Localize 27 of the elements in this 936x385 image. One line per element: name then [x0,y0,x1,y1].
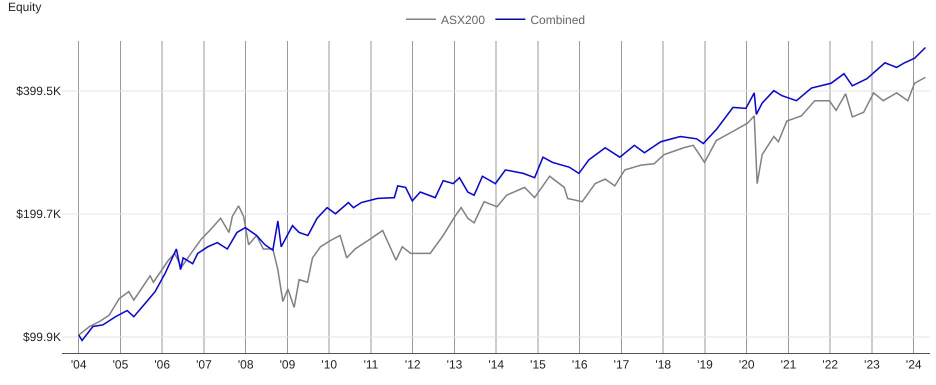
x-tick-label: '18 [655,357,672,372]
x-tick-label: '17 [614,357,630,372]
legend-label: Combined [530,12,586,27]
x-tick-label: '14 [488,357,504,372]
x-tick-label: '24 [906,357,922,372]
x-tick-label: '10 [321,357,338,372]
x-tick-label: '16 [572,357,588,372]
x-tick-label: '07 [196,357,212,372]
x-tick-label: '19 [697,357,714,372]
x-tick-label: '12 [404,357,421,372]
x-tick-label: '20 [738,357,755,372]
x-tick-label: '09 [280,357,296,372]
y-tick-label: $199.7K [16,207,61,222]
x-tick-label: '08 [238,357,254,372]
y-axis-title: Equity [8,0,42,14]
x-tick-label: '15 [530,357,546,372]
y-tick-label: $399.5K [16,84,61,98]
x-tick-label: '06 [154,357,170,372]
x-tick-label: '05 [112,357,129,372]
x-tick-label: '11 [364,357,379,372]
x-tick-label: '21 [780,357,797,372]
legend-label: ASX200 [441,12,486,27]
x-tick-label: '23 [864,357,880,372]
y-tick-label: $99.9K [22,330,61,344]
x-tick-label: '22 [822,357,838,372]
x-tick-label: '13 [446,357,463,372]
x-tick-label: '04 [70,357,87,372]
